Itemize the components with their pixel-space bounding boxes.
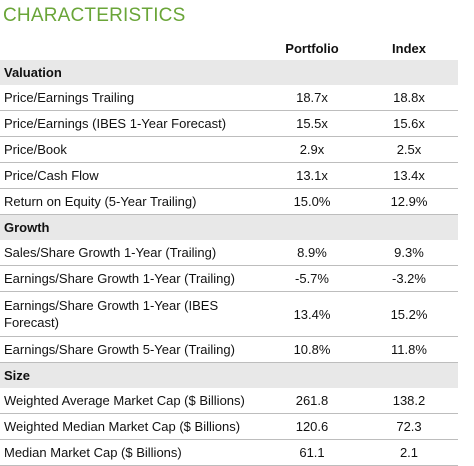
section-header-growth: Growth xyxy=(0,214,458,240)
table-row: Weighted Median Market Cap ($ Billions) 1… xyxy=(0,413,458,440)
index-value: 13.4x xyxy=(360,162,458,189)
section-label: Valuation xyxy=(0,60,458,85)
row-label: Price/Book xyxy=(0,136,264,163)
portfolio-value: -5.7% xyxy=(264,265,360,292)
index-value: 15.6x xyxy=(360,110,458,137)
index-value: 12.9% xyxy=(360,188,458,215)
table-row: Price/Book 2.9x 2.5x xyxy=(0,136,458,163)
table-row: Price/Cash Flow 13.1x 13.4x xyxy=(0,162,458,189)
table-row: Return on Equity (5-Year Trailing) 15.0% 1… xyxy=(0,188,458,215)
row-label: Price/Earnings Trailing xyxy=(0,85,264,111)
section-label: Growth xyxy=(0,214,458,240)
row-label: Return on Equity (5-Year Trailing) xyxy=(0,188,264,215)
portfolio-value: 13.4% xyxy=(264,291,360,337)
header-blank xyxy=(0,36,264,60)
row-label: Median Market Cap ($ Billions) xyxy=(0,439,264,466)
header-index: Index xyxy=(392,40,426,56)
row-label: Earnings/Share Growth 1-Year (IBES Forec… xyxy=(0,291,264,337)
table-row: Median Market Cap ($ Billions) 61.1 2.1 xyxy=(0,439,458,466)
characteristics-table: Portfolio Index Valuation Price/Earnings… xyxy=(0,36,458,466)
row-label: Price/Cash Flow xyxy=(0,162,264,189)
row-label: Weighted Average Market Cap ($ Billions) xyxy=(0,388,264,414)
table-row: Price/Earnings (IBES 1-Year Forecast) 15.… xyxy=(0,110,458,137)
portfolio-value: 8.9% xyxy=(264,240,360,266)
row-label: Sales/Share Growth 1-Year (Trailing) xyxy=(0,240,264,266)
row-label: Earnings/Share Growth 1-Year (Trailing) xyxy=(0,265,264,292)
header-portfolio: Portfolio xyxy=(285,40,339,56)
index-value: 15.2% xyxy=(360,291,458,337)
portfolio-value: 15.5x xyxy=(264,110,360,137)
index-value: 138.2 xyxy=(360,388,458,414)
page-title: CHARACTERISTICS xyxy=(3,5,186,26)
portfolio-value: 10.8% xyxy=(264,336,360,363)
index-value: 2.1 xyxy=(360,439,458,466)
row-label: Price/Earnings (IBES 1-Year Forecast) xyxy=(0,110,264,137)
row-label: Earnings/Share Growth 5-Year (Trailing) xyxy=(0,336,264,363)
section-header-size: Size xyxy=(0,362,458,388)
portfolio-value: 261.8 xyxy=(264,388,360,414)
index-value: 18.8x xyxy=(360,85,458,111)
table-row: Earnings/Share Growth 5-Year (Trailing) 1… xyxy=(0,336,458,363)
portfolio-value: 61.1 xyxy=(264,439,360,466)
index-value: -3.2% xyxy=(360,265,458,292)
table-header: Portfolio Index xyxy=(0,36,458,60)
table-row: Weighted Average Market Cap ($ Billions)… xyxy=(0,388,458,414)
index-value: 11.8% xyxy=(360,336,458,363)
table-row: Earnings/Share Growth 1-Year (IBES Forec… xyxy=(0,291,458,337)
table-row: Sales/Share Growth 1-Year (Trailing) 8.9%… xyxy=(0,240,458,266)
index-value: 72.3 xyxy=(360,413,458,440)
portfolio-value: 120.6 xyxy=(264,413,360,440)
table-row: Earnings/Share Growth 1-Year (Trailing) -… xyxy=(0,265,458,292)
portfolio-value: 2.9x xyxy=(264,136,360,163)
index-value: 9.3% xyxy=(360,240,458,266)
table-row: Price/Earnings Trailing 18.7x 18.8x xyxy=(0,85,458,111)
index-value: 2.5x xyxy=(360,136,458,163)
section-label: Size xyxy=(0,362,458,388)
portfolio-value: 13.1x xyxy=(264,162,360,189)
portfolio-value: 18.7x xyxy=(264,85,360,111)
row-label: Weighted Median Market Cap ($ Billions) xyxy=(0,413,264,440)
portfolio-value: 15.0% xyxy=(264,188,360,215)
section-header-valuation: Valuation xyxy=(0,60,458,85)
